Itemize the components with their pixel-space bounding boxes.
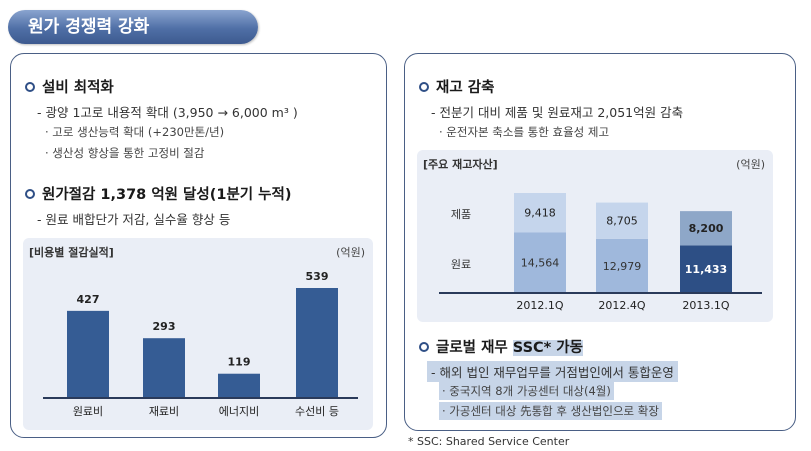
chart-unit: (억원) (736, 158, 765, 171)
bar-value-label: 293 (153, 320, 176, 333)
section-heading-facility: 설비 최적화 (25, 76, 114, 97)
chart-unit: (억원) (336, 246, 365, 259)
ssc-line: - 해외 법인 재무업무를 거점법인에서 통합운영 (427, 361, 678, 382)
series-label: 원료 (451, 258, 471, 271)
heading-prefix: 글로벌 재무 (436, 340, 513, 356)
circle-bullet-icon (419, 341, 429, 352)
segment-value-label: 12,979 (603, 260, 642, 273)
section-heading-ssc: 글로벌 재무 SSC* 가동 (419, 336, 583, 357)
bar-segment-제품 (596, 202, 648, 239)
facility-sub-2: · 생산성 향상을 통한 고정비 절감 (45, 146, 205, 160)
section-heading-inventory: 재고 감축 (419, 76, 494, 97)
bar-segment-제품 (680, 211, 732, 246)
chart-title: [주요 재고자산] (423, 158, 498, 171)
page-title: 원가 경쟁력 강화 (8, 10, 258, 44)
ssc-sub-1: · 중국지역 8개 가공센터 대상(4월) (439, 382, 614, 400)
segment-value-label: 11,433 (685, 263, 727, 276)
bar-segment-원료 (680, 245, 732, 293)
bar-value-label: 119 (228, 356, 251, 369)
savings-chart-box: [비용별 절감실적] (억원) 427 원료비 293 재료비 119 에너지비 539 수선… (23, 238, 373, 430)
bar-segment-원료 (514, 232, 566, 293)
bar-value-label: 427 (77, 293, 100, 306)
bar-수선비 등 (296, 288, 338, 398)
savings-line: - 원료 배합단가 저감, 실수율 향상 등 (37, 212, 231, 227)
circle-bullet-icon (25, 188, 35, 199)
heading-text: 재고 감축 (436, 80, 495, 96)
segment-value-label: 9,418 (524, 207, 556, 220)
x-tick-label: 수선비 등 (295, 405, 339, 418)
inventory-sub-1: · 운전자본 축소를 통한 효율성 제고 (439, 125, 610, 139)
circle-bullet-icon (25, 81, 35, 92)
series-label: 제품 (451, 208, 471, 221)
x-tick-label: 원료비 (73, 405, 103, 418)
heading-text: 설비 최적화 (42, 80, 114, 96)
x-tick-label: 2013.1Q (682, 299, 729, 312)
bar-에너지비 (218, 373, 260, 398)
bar-segment-제품 (514, 193, 566, 233)
circle-bullet-icon (419, 81, 429, 92)
facility-line: - 광양 1고로 내용적 확대 (3,950 → 6,000 m³ ) (37, 105, 298, 120)
segment-value-label: 14,564 (521, 257, 560, 270)
x-tick-label: 에너지비 (219, 405, 259, 418)
inventory-line: - 전분기 대비 제품 및 원료재고 2,051억원 감축 (431, 105, 684, 120)
x-tick-label: 2012.1Q (516, 299, 563, 312)
heading-text: 원가절감 1,378 억원 달성(1분기 누적) (42, 187, 292, 203)
heading-highlight: SSC* 가동 (512, 340, 583, 356)
cost-panel: 설비 최적화 - 광양 1고로 내용적 확대 (3,950 → 6,000 m³… (10, 53, 387, 438)
inventory-chart-box: [주요 재고자산] (억원) 14,564 9,418 2012.1Q 12,979 8… (417, 150, 773, 322)
x-tick-label: 2012.4Q (598, 299, 645, 312)
footnote: * SSC: Shared Service Center (408, 435, 570, 448)
inventory-stacked-chart: 14,564 9,418 2012.1Q 12,979 8,705 2012.4Q 11,4… (439, 193, 762, 312)
inventory-panel: 재고 감축 - 전분기 대비 제품 및 원료재고 2,051억원 감축 · 운전… (404, 53, 796, 431)
x-tick-label: 재료비 (149, 405, 179, 418)
segment-value-label: 8,705 (606, 215, 638, 228)
savings-bar-chart: 427 원료비 293 재료비 119 에너지비 539 수선비 등 (43, 270, 358, 418)
ssc-sub-2: · 가공센터 대상 先통합 후 생산법인으로 확장 (439, 402, 662, 420)
chart-title: [비용별 절감실적] (29, 246, 114, 259)
bar-value-label: 539 (306, 270, 329, 283)
bar-segment-원료 (596, 238, 648, 293)
heading-text: 글로벌 재무 SSC* 가동 (436, 336, 583, 357)
segment-value-label: 8,200 (689, 222, 724, 235)
section-heading-savings: 원가절감 1,378 억원 달성(1분기 누적) (25, 183, 291, 204)
facility-sub-1: · 고로 생산능력 확대 (+230만톤/년) (45, 125, 225, 139)
bar-재료비 (143, 338, 185, 398)
bar-원료비 (67, 310, 109, 398)
